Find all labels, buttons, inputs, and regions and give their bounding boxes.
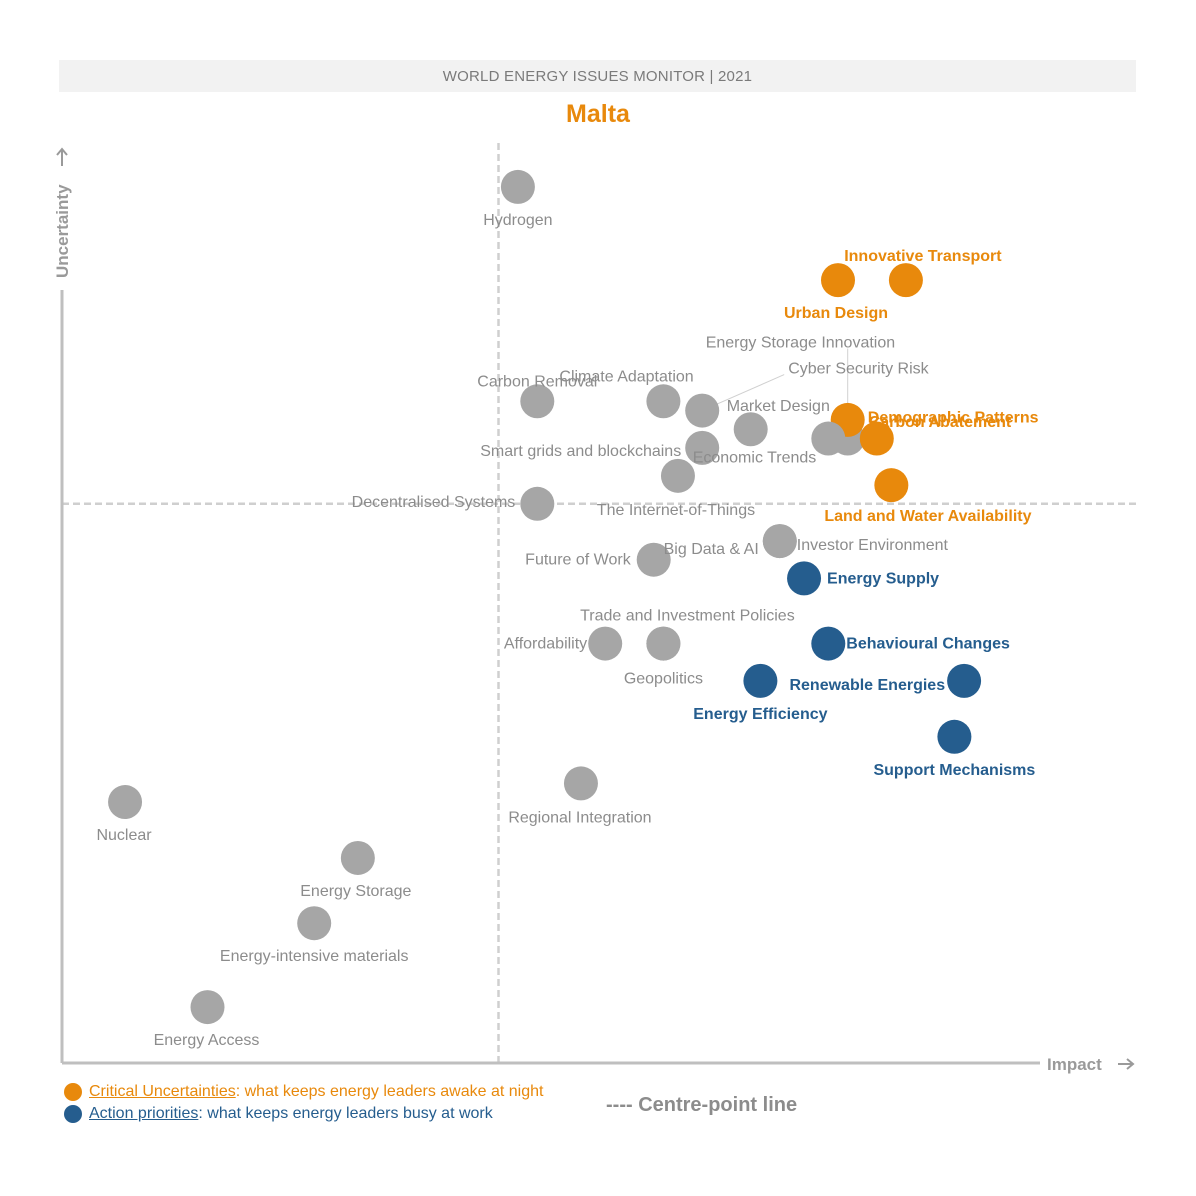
data-label-30: Energy Access (154, 1032, 260, 1049)
data-label-12: Land and Water Availability (824, 508, 1031, 525)
data-label-28: Energy Storage (300, 883, 411, 900)
data-point-5 (646, 384, 681, 419)
data-label-13: Decentralised Systems (352, 494, 516, 511)
legend-critical-uncertainties: Critical Uncertainties : what keeps ener… (64, 1083, 543, 1101)
data-point-1 (888, 263, 923, 298)
data-label-1: Innovative Transport (844, 248, 1002, 265)
data-point-0 (500, 169, 535, 204)
data-point-16 (762, 524, 797, 559)
data-point-11 (811, 421, 846, 456)
data-label-9: Demographic Patterns (868, 410, 1039, 427)
data-label-7: Market Design (727, 398, 830, 415)
data-label-20: Affordability (504, 636, 587, 653)
legend-action-key[interactable]: Action priorities (89, 1105, 199, 1122)
data-point-2 (821, 263, 855, 298)
data-label-8: Carbon Abatement (869, 414, 1012, 431)
data-point-17 (636, 542, 671, 577)
data-point-26 (563, 766, 598, 801)
data-point-29 (297, 906, 332, 941)
data-label-17: Future of Work (525, 552, 632, 569)
blue-dot-icon (64, 1105, 82, 1123)
data-label-22: Behavioural Changes (846, 636, 1010, 653)
data-point-21 (646, 626, 681, 661)
data-point-30 (190, 990, 225, 1025)
data-point-12 (874, 468, 909, 503)
data-point-10 (685, 430, 720, 465)
data-point-24 (947, 663, 982, 698)
y-axis-label: Uncertainty (53, 184, 72, 278)
country-title: Malta (566, 100, 630, 128)
data-point-6 (685, 393, 720, 428)
data-point-20 (588, 626, 623, 661)
data-label-0: Hydrogen (483, 212, 552, 229)
data-label-24: Renewable Energies (789, 677, 945, 694)
data-label-14: The Internet-of-Things (597, 502, 755, 519)
data-label-11: Economic Trends (693, 450, 817, 467)
data-label-2: Urban Design (784, 305, 888, 322)
report-header: WORLD ENERGY ISSUES MONITOR | 2021 (59, 60, 1136, 92)
data-label-16: Big Data & AI (664, 541, 759, 558)
y-axis-arrow-icon (56, 147, 68, 166)
data-label-10: Smart grids and blockchains (480, 443, 681, 460)
data-label-15: Investor Environment (797, 537, 949, 554)
data-label-29: Energy-intensive materials (220, 948, 409, 965)
data-label-21: Geopolitics (624, 671, 703, 688)
legend-action-priorities: Action priorities : what keeps energy le… (64, 1105, 493, 1123)
x-axis-label: Impact (1047, 1055, 1102, 1074)
data-label-18: Energy Supply (827, 570, 939, 587)
data-label-26: Regional Integration (508, 809, 651, 826)
legend-critical-key[interactable]: Critical Uncertainties (89, 1083, 236, 1100)
data-point-25 (937, 719, 972, 754)
data-label-6: Cyber Security Risk (788, 361, 929, 378)
data-point-14 (660, 458, 695, 493)
legend-critical-text: : what keeps energy leaders awake at nig… (235, 1083, 544, 1100)
data-label-27: Nuclear (96, 827, 152, 844)
data-label-19: Trade and Investment Policies (580, 608, 795, 625)
x-axis-arrow-icon (1118, 1058, 1135, 1070)
legend-centre-line: ---- Centre-point line (606, 1094, 798, 1116)
data-label-23: Energy Efficiency (693, 706, 827, 723)
data-point-28 (340, 840, 375, 875)
data-label-5: Climate Adaptation (559, 368, 693, 385)
data-point-13 (520, 486, 555, 521)
data-point-9 (859, 421, 894, 456)
data-point-23 (743, 663, 778, 698)
data-label-25: Support Mechanisms (873, 762, 1035, 779)
data-label-4: Carbon Removal (477, 373, 597, 390)
data-point-27 (108, 785, 143, 820)
report-title: WORLD ENERGY ISSUES MONITOR | 2021 (442, 67, 753, 85)
data-point-22 (811, 626, 846, 661)
orange-dot-icon (64, 1083, 82, 1101)
data-label-3: Energy Storage Innovation (706, 335, 895, 352)
legend-action-text: : what keeps energy leaders busy at work (198, 1105, 493, 1122)
data-point-18 (787, 561, 822, 596)
data-point-7 (733, 412, 768, 447)
data-point-4 (520, 384, 555, 419)
